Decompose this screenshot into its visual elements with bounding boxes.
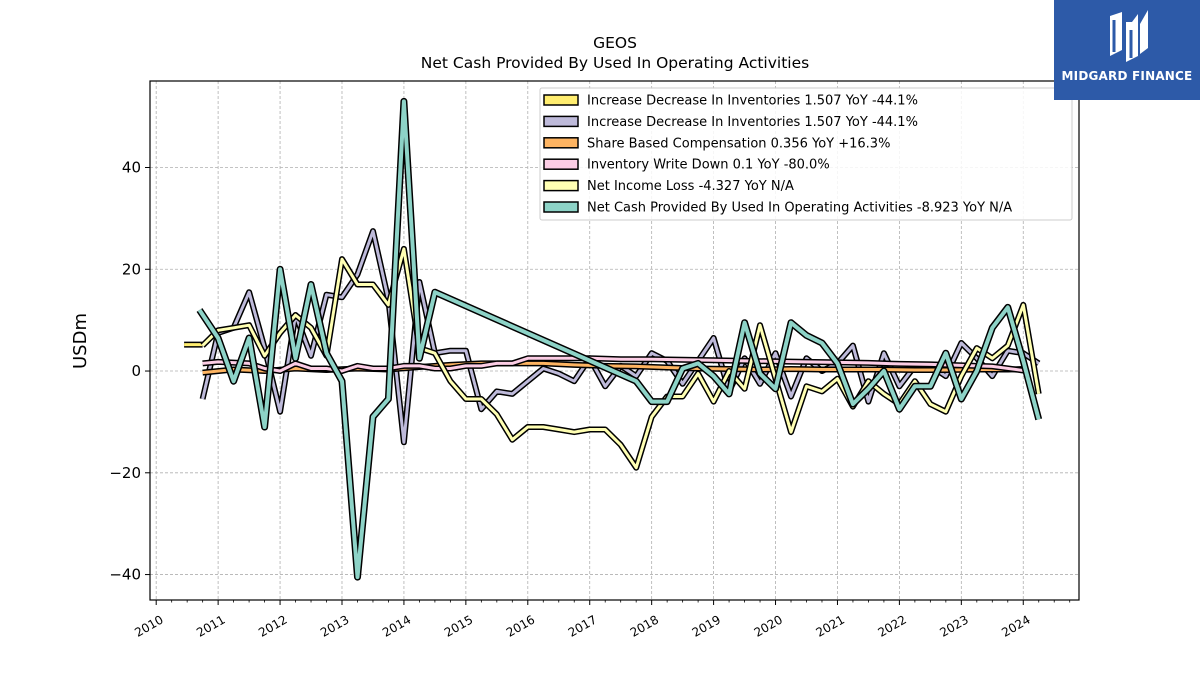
legend-swatch — [543, 137, 579, 149]
series-line — [202, 356, 1024, 373]
chart-subtitle: Net Cash Provided By Used In Operating A… — [421, 54, 809, 72]
legend-swatch — [543, 115, 579, 128]
series-5 — [196, 97, 1043, 581]
x-tick-label: 2016 — [504, 612, 537, 639]
y-tick-label: 40 — [122, 159, 141, 177]
legend-label: Net Cash Provided By Used In Operating A… — [587, 201, 1012, 216]
x-tick-label: 2023 — [937, 612, 970, 639]
plot-frame — [149, 80, 1080, 601]
midgard-finance-logo: MIDGARD FINANCE — [1054, 0, 1200, 100]
logo-text: MIDGARD FINANCE — [1061, 69, 1193, 83]
x-tick-label: 2018 — [628, 612, 661, 639]
legend-swatch — [543, 179, 579, 192]
series-3 — [202, 355, 1024, 374]
logo-mark-icon — [1110, 10, 1148, 62]
x-tick-label: 2010 — [132, 612, 165, 639]
legend-box — [539, 87, 1073, 221]
x-tick-label: 2022 — [875, 612, 908, 639]
x-tick-label: 2017 — [566, 612, 599, 639]
x-tick-label: 2011 — [194, 612, 227, 639]
y-tick-label: −40 — [109, 566, 141, 584]
legend-swatch — [543, 158, 579, 170]
legend-swatch — [543, 201, 579, 213]
legend-label: Increase Decrease In Inventories 1.507 Y… — [587, 94, 918, 109]
legend: Increase Decrease In Inventories 1.507 Y… — [539, 87, 1073, 221]
series-line — [197, 99, 1041, 580]
legend-label: Share Based Compensation 0.356 YoY +16.3… — [587, 136, 890, 151]
legend-label: Increase Decrease In Inventories 1.507 Y… — [587, 115, 918, 130]
legend-label: Net Income Loss -4.327 YoY N/A — [587, 179, 794, 194]
legend-swatch — [543, 94, 579, 106]
x-tick-label: 2021 — [814, 612, 847, 639]
y-tick-label: −20 — [109, 464, 141, 482]
chart-title: GEOS — [593, 34, 637, 52]
y-tick-label: 0 — [131, 362, 141, 380]
x-tick-label: 2024 — [999, 612, 1032, 639]
x-tick-label: 2020 — [752, 612, 785, 639]
x-tick-label: 2014 — [380, 612, 413, 639]
y-axis-label: USDm — [70, 313, 91, 369]
x-tick-label: 2015 — [442, 612, 475, 639]
legend-label: Inventory Write Down 0.1 YoY -80.0% — [587, 158, 830, 173]
x-tick-label: 2013 — [318, 612, 351, 639]
plot-series — [184, 97, 1043, 581]
x-tick-label: 2019 — [690, 612, 723, 639]
x-tick-label: 2012 — [256, 612, 289, 639]
y-tick-label: 20 — [122, 260, 141, 278]
